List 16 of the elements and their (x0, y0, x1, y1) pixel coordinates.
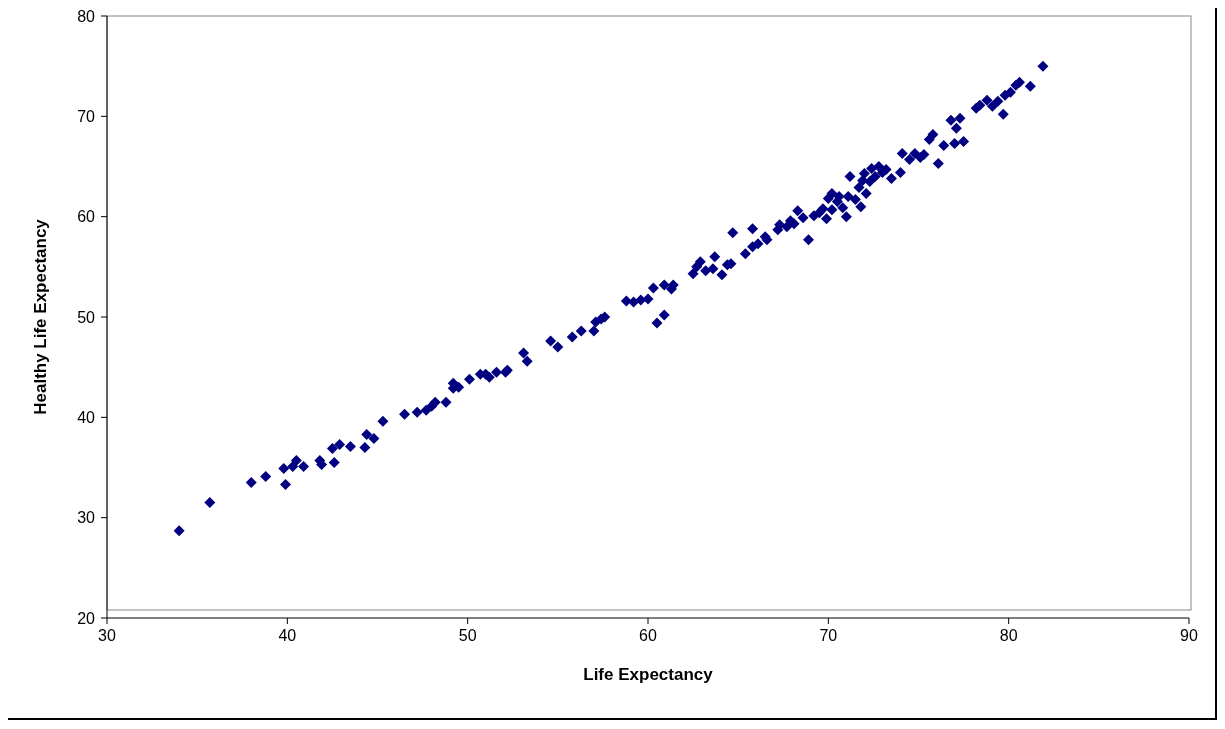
x-tick-label: 50 (458, 627, 477, 645)
x-tick-label: 70 (819, 627, 838, 645)
y-tick-label: 30 (77, 509, 96, 527)
y-tick-label: 60 (77, 208, 96, 226)
x-axis-title: Life Expectancy (583, 665, 714, 684)
y-tick-label: 40 (77, 409, 96, 427)
y-tick-label: 70 (77, 108, 96, 126)
x-tick-label: 40 (278, 627, 297, 645)
y-tick-label: 20 (77, 609, 96, 627)
x-tick-label: 30 (98, 627, 116, 645)
y-tick-label: 80 (77, 7, 96, 25)
x-tick-label: 80 (999, 627, 1018, 645)
x-tick-label: 90 (1180, 627, 1198, 645)
x-tick-label: 60 (639, 627, 657, 645)
y-axis-title: Healthy Life Expectancy (31, 218, 51, 415)
y-tick-label: 50 (77, 308, 96, 326)
